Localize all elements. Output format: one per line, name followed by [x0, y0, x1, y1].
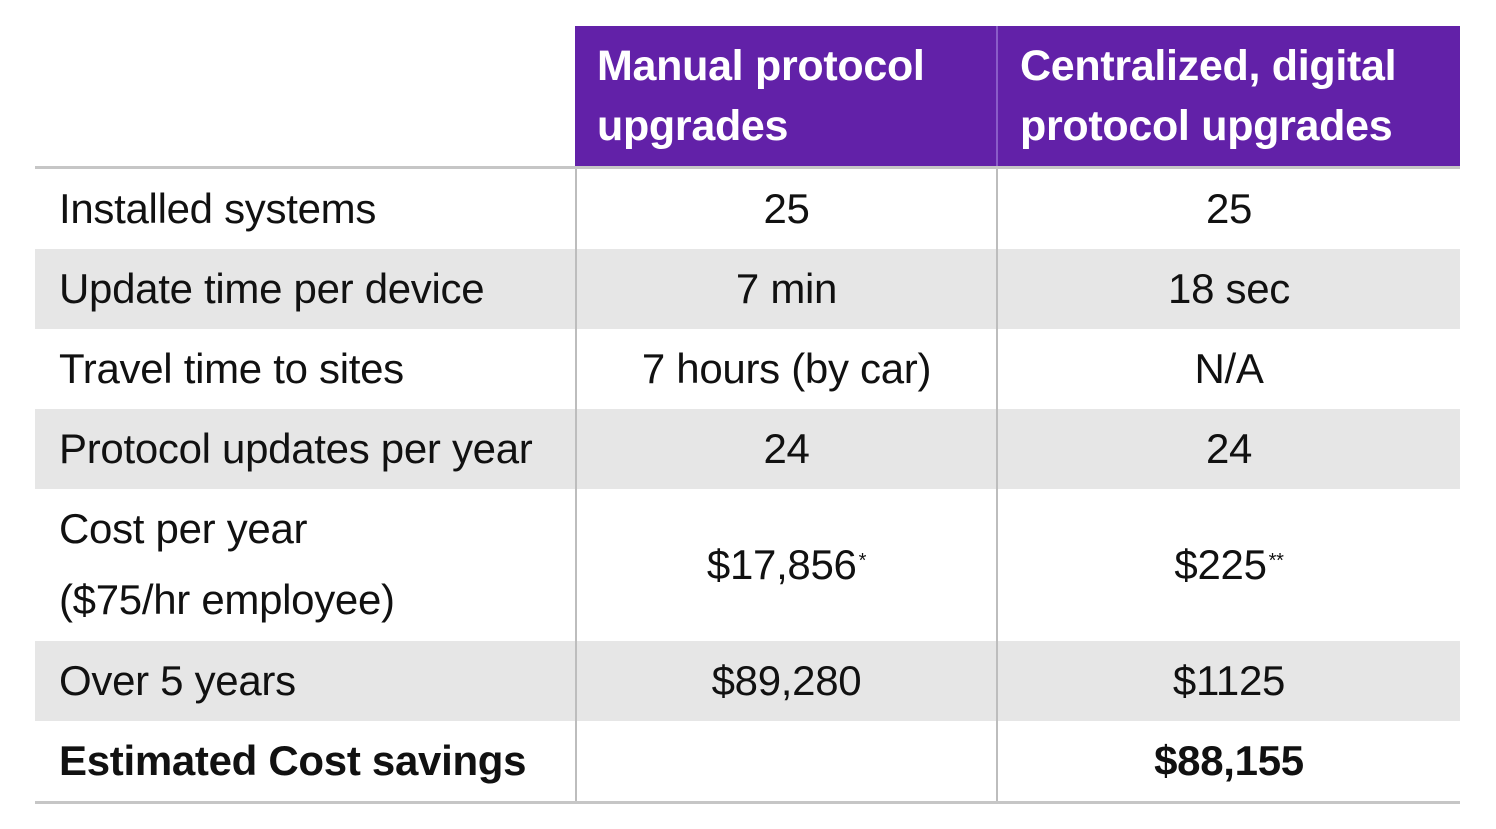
table-row: Over 5 years $89,280 $1125 — [35, 641, 1460, 721]
manual-value: 7 min — [575, 249, 996, 329]
table-row: Cost per year ($75/hr employee) $17,856 *… — [35, 489, 1460, 641]
manual-value: 7 hours (by car) — [575, 329, 996, 409]
table-bottom-border — [35, 801, 1460, 804]
manual-value: 24 — [575, 409, 996, 489]
row-label: Installed systems — [59, 184, 377, 232]
footnote-mark: * — [858, 549, 867, 572]
manual-value: $89,280 — [575, 641, 996, 721]
row-label: Cost per year ($75/hr employee) — [35, 489, 575, 641]
manual-value — [575, 721, 996, 801]
footnote-mark: ** — [1268, 549, 1284, 572]
table-row: Protocol updates per year 24 24 — [35, 409, 1460, 489]
digital-value: $1125 — [996, 641, 1460, 721]
header-empty-cell — [35, 26, 575, 166]
savings-label: Estimated Cost savings — [59, 736, 527, 784]
row-label-line1: Cost per year — [59, 505, 308, 553]
manual-value: $17,856 * — [575, 489, 996, 641]
row-label: Over 5 years — [59, 656, 296, 704]
digital-amount: $225 — [1174, 540, 1267, 588]
row-label-line2: ($75/hr employee) — [59, 576, 395, 623]
savings-value: $88,155 — [996, 721, 1460, 801]
table-row: Installed systems 25 25 — [35, 169, 1460, 249]
table-row-savings: Estimated Cost savings $88,155 — [35, 721, 1460, 801]
digital-value: 18 sec — [996, 249, 1460, 329]
row-label: Update time per device — [59, 264, 485, 312]
header-manual: Manual protocol upgrades — [575, 26, 996, 166]
header-divider — [35, 166, 1460, 169]
digital-value: $225 ** — [996, 489, 1460, 641]
header-digital: Centralized, digital protocol upgrades — [996, 26, 1460, 166]
cost-comparison-table: Manual protocol upgrades Centralized, di… — [35, 26, 1460, 804]
manual-amount: $17,856 — [706, 540, 857, 588]
table-row: Update time per device 7 min 18 sec — [35, 249, 1460, 329]
digital-value: 24 — [996, 409, 1460, 489]
table-row: Travel time to sites 7 hours (by car) N/… — [35, 329, 1460, 409]
row-label: Protocol updates per year — [59, 424, 533, 472]
digital-value: N/A — [996, 329, 1460, 409]
digital-value: 25 — [996, 169, 1460, 249]
row-label: Travel time to sites — [59, 344, 404, 392]
table-header-row: Manual protocol upgrades Centralized, di… — [35, 26, 1460, 166]
manual-value: 25 — [575, 169, 996, 249]
